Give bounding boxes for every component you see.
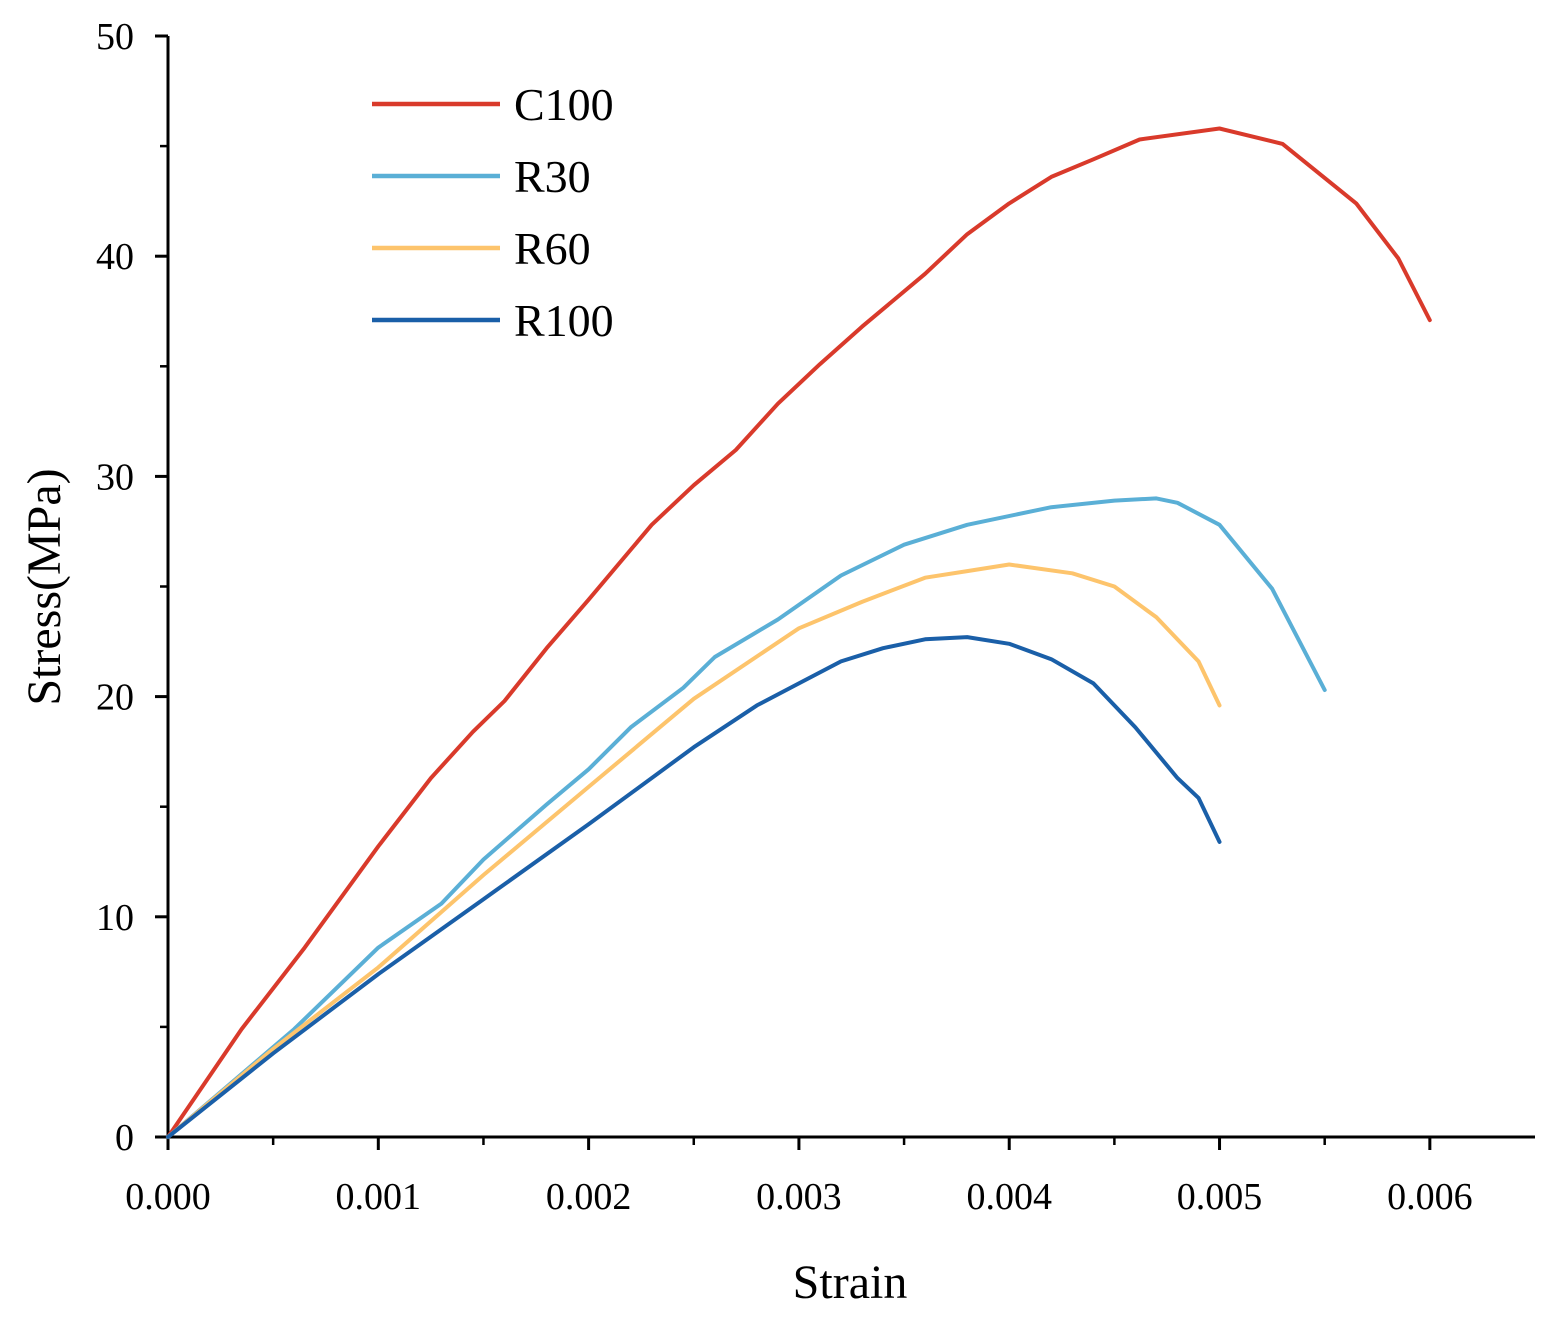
series-layer xyxy=(166,126,1432,1139)
y-tick-label: 0 xyxy=(115,1117,134,1159)
x-tick-label: 0.005 xyxy=(1177,1176,1263,1218)
y-tick-label: 30 xyxy=(96,456,134,498)
series-line-c100 xyxy=(166,126,1432,1139)
y-tick-label: 40 xyxy=(96,236,134,278)
x-tick-label: 0.002 xyxy=(546,1176,632,1218)
axes: 0.000 0.001 0.002 0.003 0.004 0.005 0.006 0 10 20… xyxy=(96,16,1535,1218)
y-tick-label: 50 xyxy=(96,16,134,58)
series-line-r60 xyxy=(166,562,1222,1139)
x-tick-label: 0.003 xyxy=(756,1176,842,1218)
series-line-r30 xyxy=(166,496,1327,1139)
y-tick-label: 10 xyxy=(96,897,134,939)
legend: C100 R30 R60 R100 xyxy=(372,79,614,346)
x-tick-label: 0.000 xyxy=(125,1176,211,1218)
y-tick-label: 20 xyxy=(96,677,134,719)
legend-label-r60: R60 xyxy=(514,223,591,274)
y-axis-title: Stress(MPa) xyxy=(18,468,71,705)
x-axis-title: Strain xyxy=(793,1256,908,1309)
x-tick-label: 0.001 xyxy=(336,1176,422,1218)
x-tick-label: 0.004 xyxy=(966,1176,1052,1218)
legend-label-r100: R100 xyxy=(514,295,614,346)
x-tick-label: 0.006 xyxy=(1387,1176,1473,1218)
legend-label-c100: C100 xyxy=(514,79,614,130)
legend-label-r30: R30 xyxy=(514,151,591,202)
series-line-r100 xyxy=(166,635,1222,1139)
